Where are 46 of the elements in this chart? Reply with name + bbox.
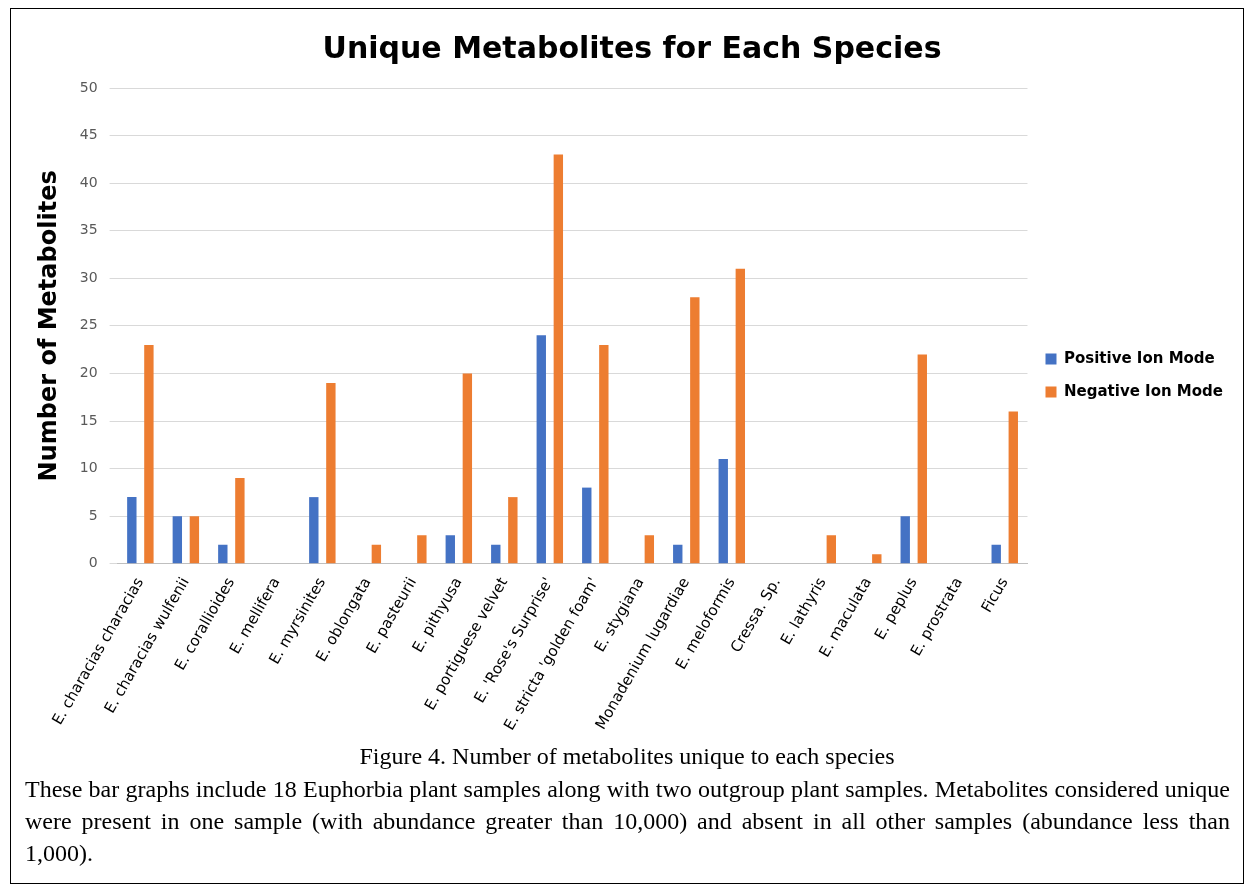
bar [326, 382, 336, 564]
bar [235, 478, 245, 564]
bar [144, 344, 154, 564]
y-tick-label: 5 [88, 506, 98, 523]
y-tick-label: 45 [79, 126, 98, 143]
bar [673, 544, 683, 564]
bar [417, 535, 427, 564]
y-tick-label: 15 [79, 411, 98, 428]
chart-title: Unique Metabolites for Each Species [322, 29, 942, 65]
y-axis-title: Number of Metabolites [33, 170, 62, 482]
legend-label: Positive Ion Mode [1064, 348, 1215, 367]
bar [172, 516, 183, 564]
y-tick-label: 30 [79, 268, 98, 285]
bar [1008, 411, 1018, 564]
bar [599, 344, 609, 564]
bar [127, 497, 137, 564]
bar [826, 535, 836, 564]
bar [553, 154, 564, 564]
caption: Figure 4. Number of metabolites unique to each species [358, 743, 896, 770]
bar [735, 268, 746, 564]
bar [218, 544, 228, 564]
bar [536, 335, 546, 564]
bar [718, 459, 728, 564]
y-tick-label: 35 [79, 221, 98, 238]
bar [582, 487, 592, 564]
y-tick-label: 25 [79, 316, 98, 333]
bar [462, 373, 473, 564]
bar [371, 544, 382, 564]
y-tick-label: 50 [79, 78, 98, 95]
bar [872, 554, 882, 564]
bar [644, 535, 655, 564]
bar [991, 544, 1001, 564]
bar [508, 497, 518, 564]
bar [690, 297, 700, 564]
y-tick-label: 40 [79, 173, 98, 190]
bar [491, 544, 501, 564]
bar [445, 535, 455, 564]
y-tick-label: 0 [88, 554, 98, 571]
legend-label: Negative Ion Mode [1064, 381, 1224, 400]
bar [917, 354, 927, 564]
y-tick-label: 20 [79, 364, 98, 381]
bar [309, 497, 319, 564]
y-tick-label: 10 [79, 459, 98, 476]
text: These bar graphs include 18 Euphorbia plant samples along with two outgroup plant samples. Metabolites considered unique were present in one sample (with abundance greater than 10,000) and absent in all other samples (abundance less than 1,000). [25, 775, 1230, 868]
bar [189, 516, 200, 564]
bar [900, 516, 910, 564]
